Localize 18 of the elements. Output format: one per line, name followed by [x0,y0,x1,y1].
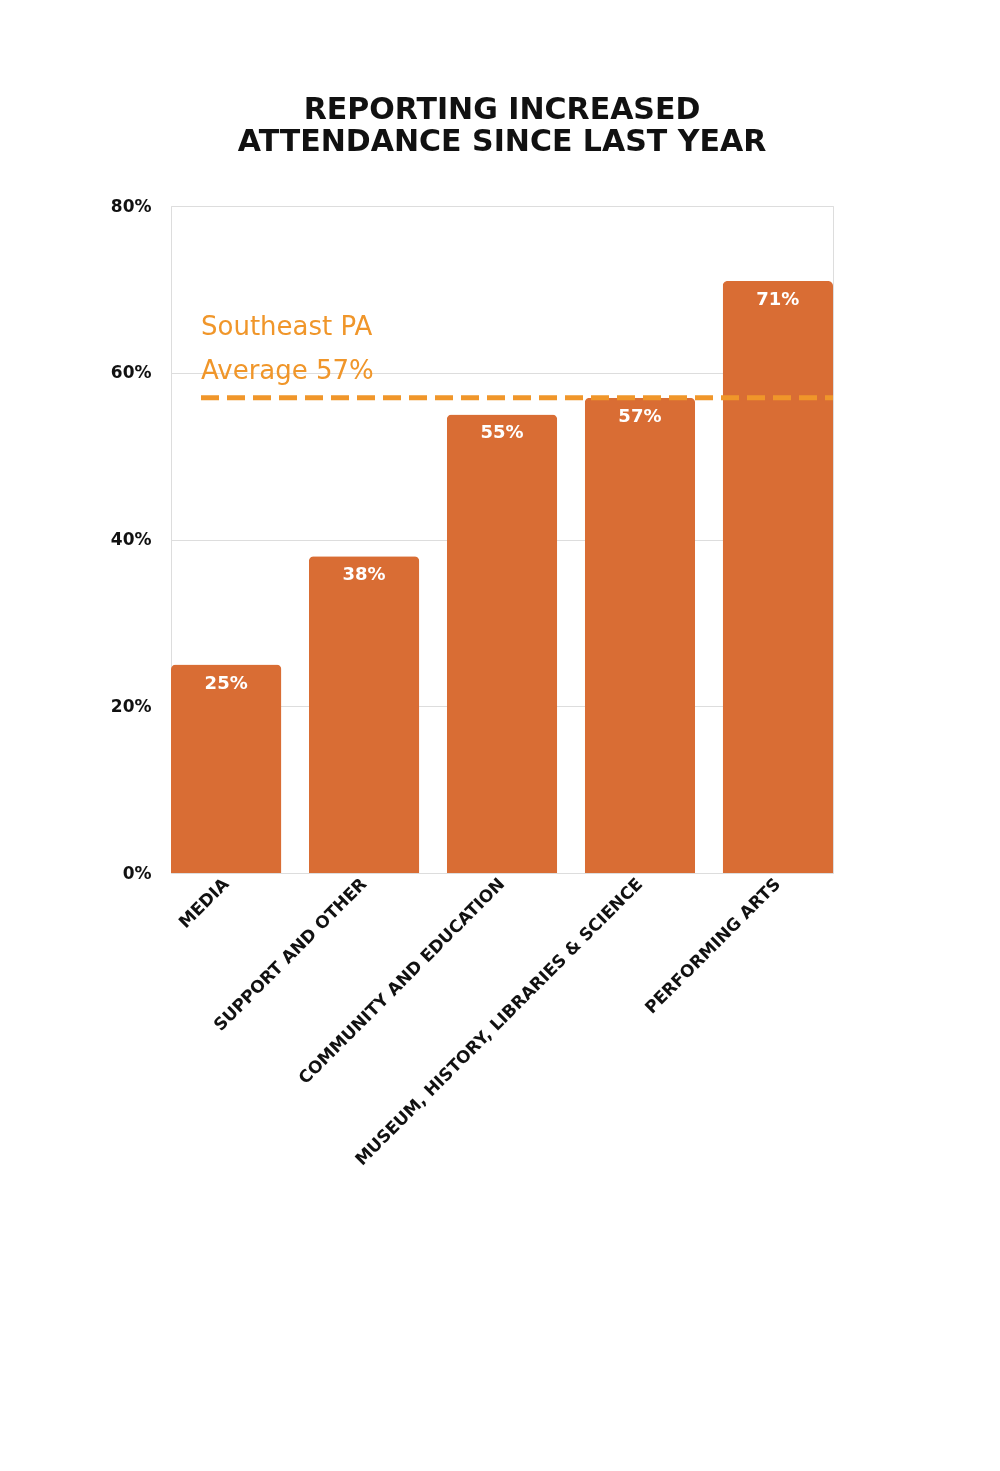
data-label: 71% [756,288,800,310]
bar [171,664,282,873]
data-label: 57% [618,404,662,426]
data-label: 38% [342,563,386,585]
y-tick-label: 0% [122,862,152,883]
data-label: 25% [204,671,248,693]
y-tick-label: 60% [110,362,152,383]
text: ATTENDANCE SINCE LAST YEAR [237,123,767,158]
ref-line-label: Southeast PA Average 57% [201,310,374,385]
y-tick-label: 80% [110,195,152,216]
bar [584,397,696,873]
bar [722,281,833,873]
text: REPORTING INCREASED [303,91,701,126]
y-tick-label: 40% [110,529,152,549]
bar [446,414,558,873]
y-tick-label: 20% [110,695,152,716]
data-label: 55% [480,421,524,443]
bar [308,556,420,873]
